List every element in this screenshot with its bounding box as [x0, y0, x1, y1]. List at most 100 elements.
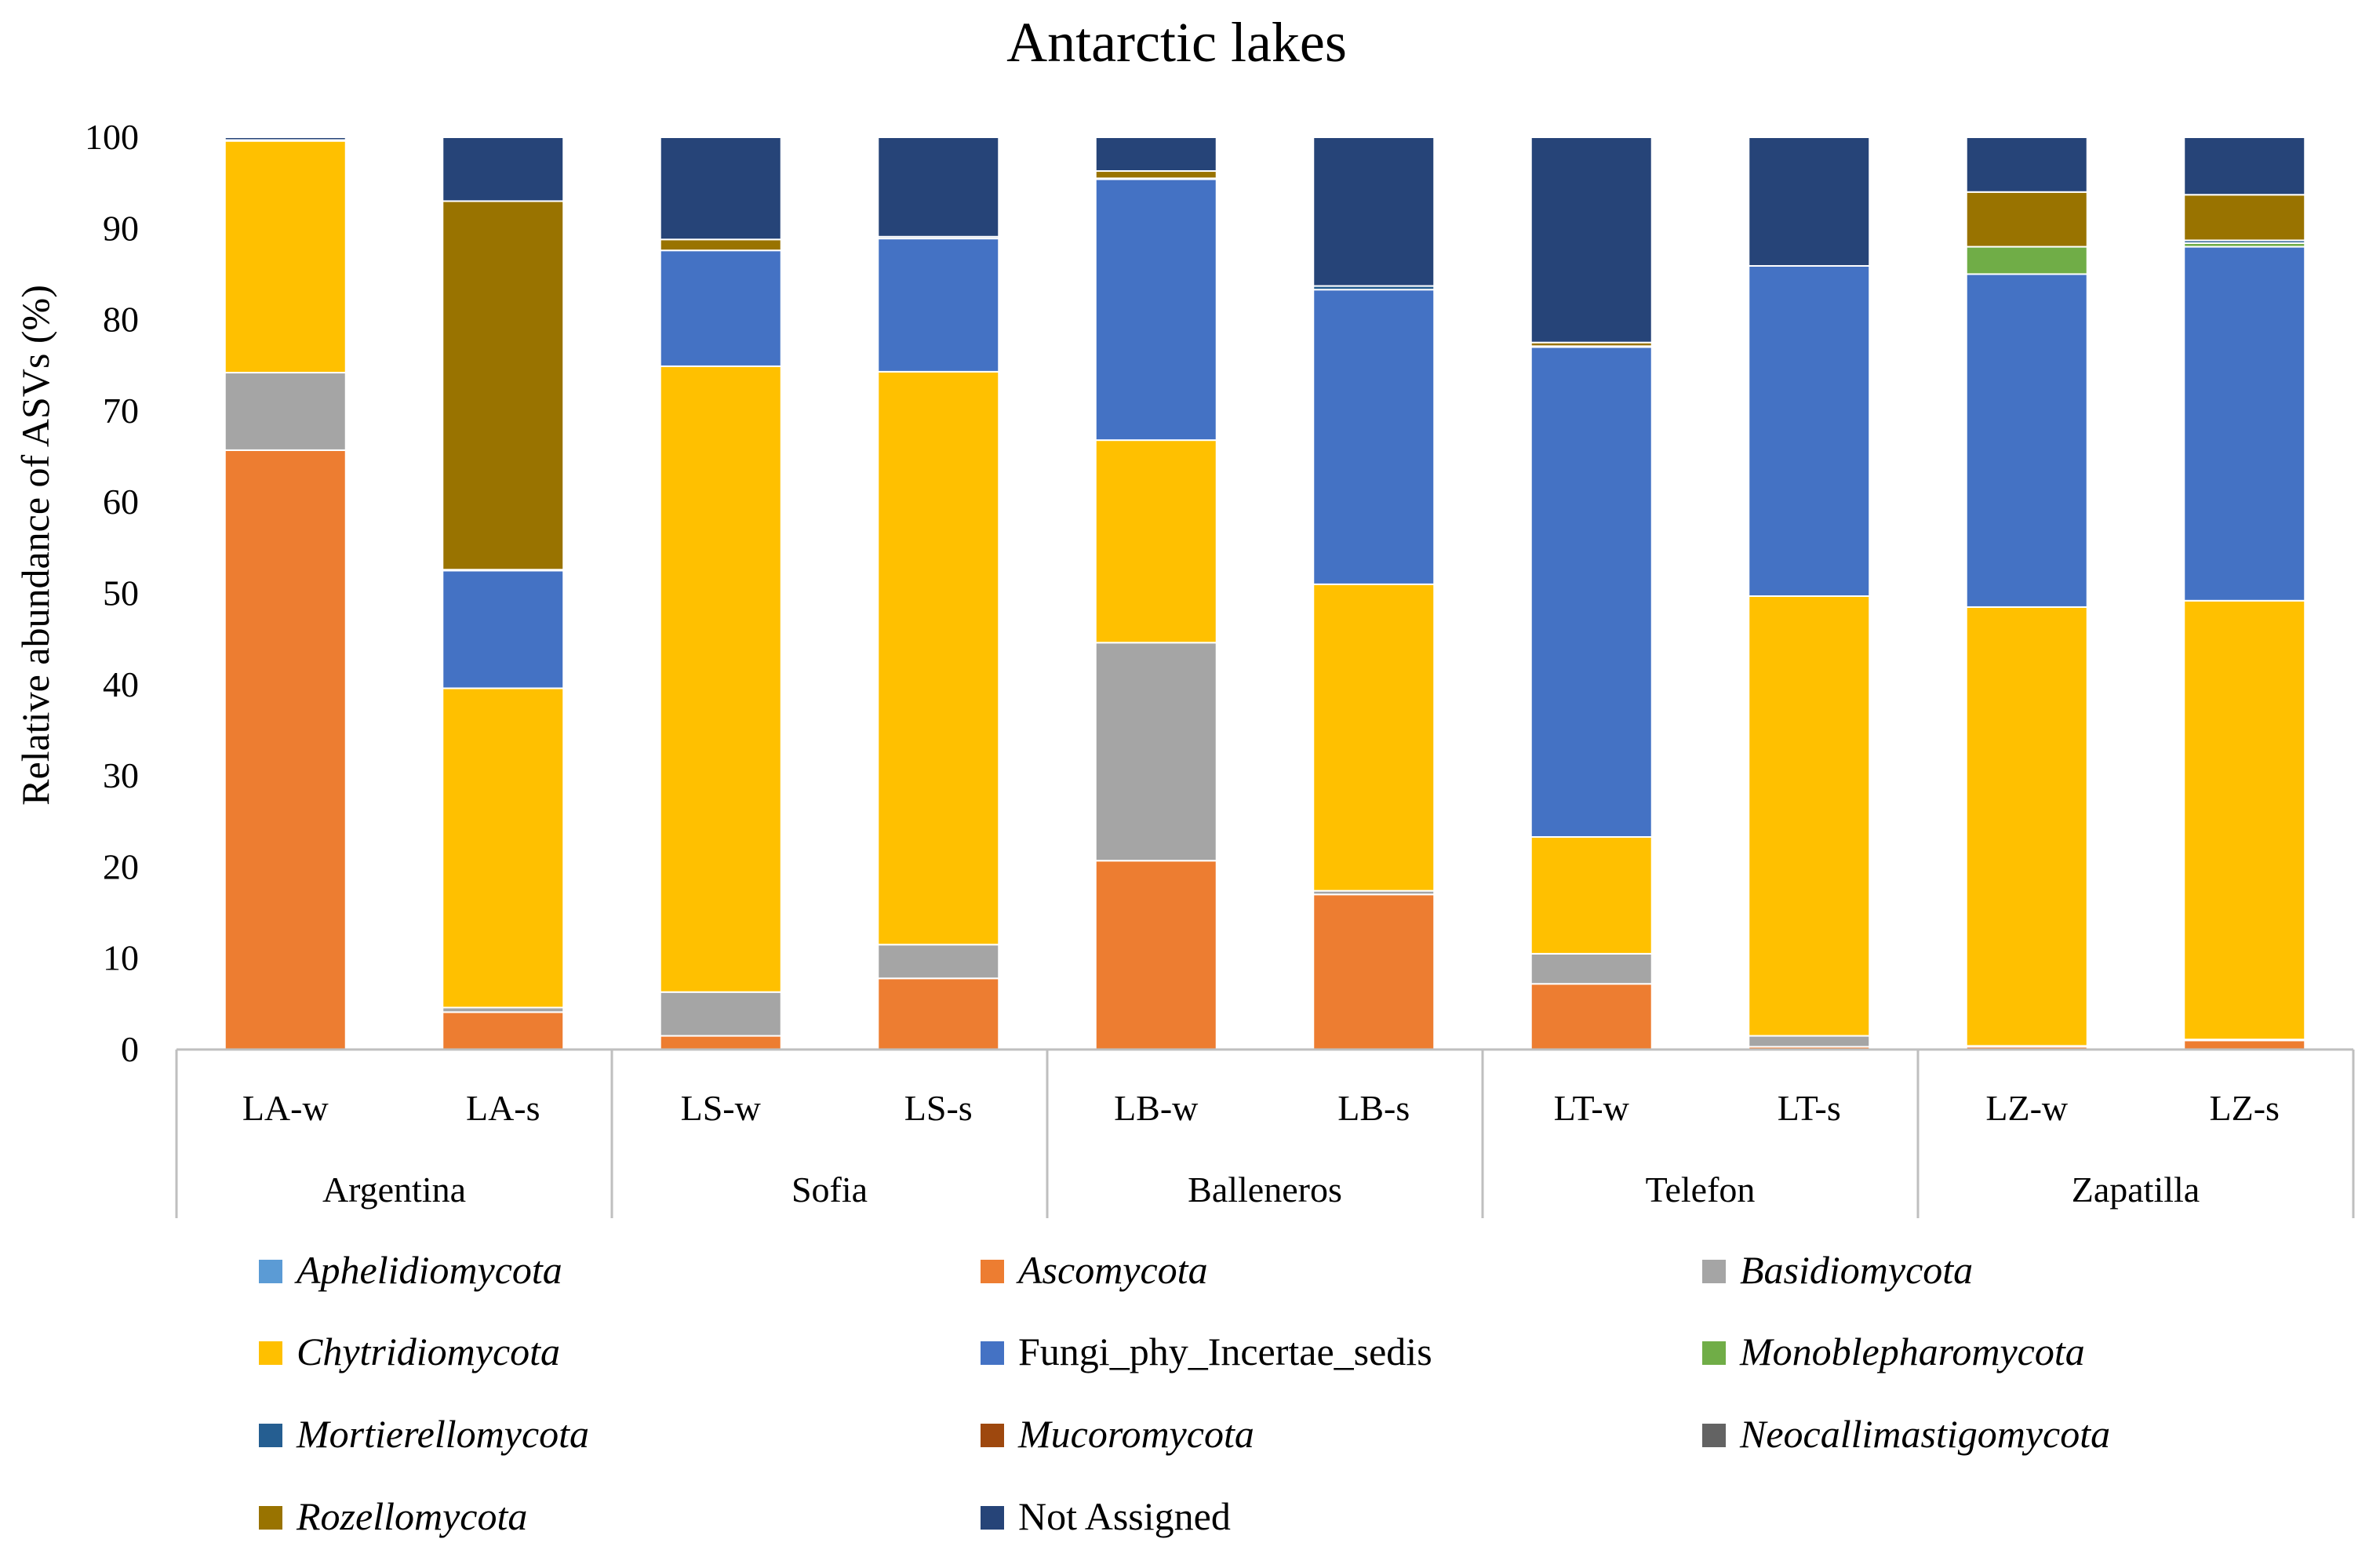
legend-swatch-rozellomycota [259, 1506, 282, 1530]
bar-segment-lb-s-fungi-phy-incertae-sedis [1312, 289, 1436, 585]
bar-segment-lt-w-ascomycota [1530, 983, 1653, 1051]
legend: Aphelidiomycota Ascomycota Basidiomycota Ch… [259, 1248, 2110, 1538]
y-tick-label-30: 30 [103, 755, 139, 795]
bar-segment-ls-w-ascomycota [659, 1035, 782, 1051]
legend-label-aphelidiomycota: Aphelidiomycota [294, 1248, 562, 1292]
y-axis-label: Relative abundance of ASVs (%) [13, 285, 57, 806]
x-tick-label-lb-w: LB-w [1114, 1088, 1199, 1128]
bar-segment-lz-w-fungi-phy-incertae-sedis [1965, 273, 2088, 608]
legend-swatch-mortierellomycota [259, 1424, 282, 1447]
x-tick-label-ls-w: LS-w [681, 1088, 762, 1128]
bar-segment-lt-w-basidiomycota [1530, 952, 1653, 985]
bar-segment-lt-w-fungi-phy-incertae-sedis [1530, 346, 1653, 839]
legend-swatch-not-assigned [981, 1506, 1004, 1530]
bar-segment-la-s-rozellomycota [442, 200, 565, 571]
legend-swatch-ascomycota [981, 1260, 1004, 1283]
bar-segment-lb-s-ascomycota [1312, 893, 1436, 1051]
legend-swatch-mucoromycota [981, 1424, 1004, 1447]
y-tick-label-60: 60 [103, 482, 139, 522]
x-tick-label-lt-w: LT-w [1554, 1088, 1630, 1128]
y-tick-label-20: 20 [103, 846, 139, 886]
y-tick-label-100: 100 [85, 117, 139, 157]
y-tick-label-40: 40 [103, 664, 139, 704]
x-group-label-telefon: Telefon [1646, 1170, 1756, 1210]
x-group-label-zapatilla: Zapatilla [2072, 1170, 2200, 1210]
x-group-label-balleneros: Balleneros [1188, 1170, 1342, 1210]
bar-segment-lz-s-ascomycota [2183, 1039, 2306, 1050]
legend-label-fungi-phy-incertae-sedis: Fungi_phy_Incertae_sedis [1018, 1330, 1432, 1373]
legend-label-basidiomycota: Basidiomycota [1740, 1248, 1973, 1292]
bar-segment-lz-w-rozellomycota [1965, 191, 2088, 248]
x-tick-label-la-s: LA-s [466, 1088, 540, 1128]
x-tick-label-lz-s: LZ-s [2210, 1088, 2280, 1128]
bar-segment-lz-w-chytridiomycota [1965, 606, 2088, 1047]
legend-label-mortierellomycota: Mortierellomycota [296, 1412, 589, 1456]
y-tick-label-10: 10 [103, 938, 139, 978]
bar-segment-lt-s-fungi-phy-incertae-sedis [1748, 264, 1871, 597]
bar-segment-lz-s-chytridiomycota [2183, 599, 2306, 1041]
bar-segment-lz-w-not-assigned [1965, 136, 2088, 193]
legend-swatch-monoblepharomycota [1702, 1341, 1726, 1365]
bar-segment-lz-s-rozellomycota [2183, 194, 2306, 242]
y-tick-label-90: 90 [103, 208, 139, 248]
y-tick-label-70: 70 [103, 391, 139, 431]
legend-swatch-neocallimastigomycota [1702, 1424, 1726, 1447]
y-tick-label-80: 80 [103, 300, 139, 340]
x-group-label-sofia: Sofia [791, 1170, 868, 1210]
x-tick-label-lt-s: LT-s [1778, 1088, 1841, 1128]
bar-segment-la-w-chytridiomycota [224, 140, 347, 374]
legend-swatch-chytridiomycota [259, 1341, 282, 1365]
bar-segment-lz-s-fungi-phy-incertae-sedis [2183, 246, 2306, 602]
x-tick-label-ls-s: LS-s [904, 1088, 973, 1128]
x-tick-label-lb-s: LB-s [1337, 1088, 1410, 1128]
legend-swatch-aphelidiomycota [259, 1260, 282, 1283]
bar-segment-lb-s-chytridiomycota [1312, 583, 1436, 892]
bar-segment-ls-w-basidiomycota [659, 991, 782, 1037]
bar-segment-lt-s-not-assigned [1748, 136, 1871, 267]
bar-segment-ls-w-rozellomycota [659, 238, 782, 252]
bar-segment-ls-s-not-assigned [877, 136, 1000, 238]
bar-segment-ls-s-ascomycota [877, 977, 1000, 1051]
y-tick-label-50: 50 [103, 573, 139, 613]
bar-segment-ls-w-chytridiomycota [659, 365, 782, 993]
legend-label-mucoromycota: Mucoromycota [1017, 1412, 1254, 1456]
chart-title: Antarctic lakes [1006, 11, 1347, 74]
bar-segment-la-s-ascomycota [442, 1011, 565, 1051]
legend-label-neocallimastigomycota: Neocallimastigomycota [1739, 1412, 2110, 1456]
legend-label-monoblepharomycota: Monoblepharomycota [1739, 1330, 2085, 1373]
bars [224, 136, 2306, 1051]
bar-segment-la-w-basidiomycota [224, 372, 347, 451]
bar-segment-la-s-fungi-phy-incertae-sedis [442, 569, 565, 689]
bar-segment-lt-w-not-assigned [1530, 136, 1653, 344]
bar-segment-la-w-ascomycota [224, 449, 347, 1050]
bar-segment-lt-s-basidiomycota [1748, 1035, 1871, 1048]
x-group-label-argentina: Argentina [322, 1170, 466, 1210]
bar-segment-lz-w-monoblepharomycota [1965, 246, 2088, 275]
y-axis-ticks: 0 10 20 30 40 50 60 70 80 90 100 [85, 117, 139, 1069]
bar-segment-ls-s-basidiomycota [877, 944, 1000, 980]
bar-segment-lt-s-chytridiomycota [1748, 595, 1871, 1037]
bar-segment-ls-w-fungi-phy-incertae-sedis [659, 249, 782, 367]
bar-segment-lb-w-not-assigned [1094, 136, 1217, 173]
bar-segment-ls-w-not-assigned [659, 136, 782, 241]
bar-segment-ls-s-chytridiomycota [877, 370, 1000, 946]
bar-segment-la-w-not-assigned [224, 136, 347, 141]
legend-label-chytridiomycota: Chytridiomycota [297, 1330, 560, 1373]
bar-segment-lb-w-fungi-phy-incertae-sedis [1094, 178, 1217, 442]
bar-segment-lt-w-chytridiomycota [1530, 836, 1653, 955]
x-tick-label-la-w: LA-w [242, 1088, 329, 1128]
y-tick-label-0: 0 [121, 1029, 139, 1069]
bar-segment-lb-w-rozellomycota [1094, 170, 1217, 180]
legend-label-not-assigned: Not Assigned [1018, 1494, 1231, 1538]
legend-swatch-basidiomycota [1702, 1260, 1726, 1283]
x-axis: LA-w LA-s LS-w LS-s LB-w LB-s LT-w LT-s LZ-w LZ-s… [175, 1048, 2355, 1218]
bar-segment-la-s-chytridiomycota [442, 687, 565, 1009]
bar-segment-lb-s-not-assigned [1312, 136, 1436, 287]
x-tick-label-lz-w: LZ-w [1985, 1088, 2069, 1128]
legend-label-rozellomycota: Rozellomycota [296, 1494, 527, 1538]
bar-segment-lb-w-ascomycota [1094, 860, 1217, 1051]
bar-segment-ls-s-fungi-phy-incertae-sedis [877, 238, 1000, 373]
bar-segment-la-s-not-assigned [442, 136, 565, 202]
